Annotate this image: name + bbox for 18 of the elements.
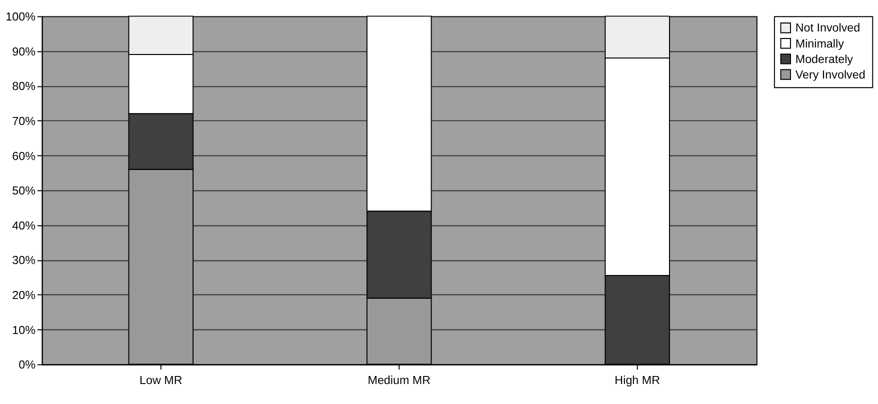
y-tick-label: 50% — [12, 184, 36, 198]
x-tick-label: Low MR — [140, 374, 182, 388]
y-tick-label: 60% — [12, 150, 36, 163]
legend-label: Moderately — [795, 52, 854, 66]
legend-label: Not Involved — [795, 22, 860, 35]
y-tick-label: 30% — [12, 254, 36, 268]
y-tick-label: 100% — [6, 10, 36, 24]
y-tick-label: 70% — [12, 114, 36, 128]
legend-label: Minimally — [795, 37, 844, 50]
y-tick-label: 80% — [12, 80, 36, 94]
y-tick-label: 40% — [12, 219, 36, 232]
y-tick-label: 0% — [18, 358, 36, 372]
y-tick-label: 90% — [12, 45, 36, 58]
y-tick-label: 10% — [12, 324, 36, 337]
legend-label: Very Involved — [795, 68, 866, 82]
x-tick-label: High MR — [614, 374, 660, 388]
y-tick-label: 20% — [12, 289, 36, 302]
x-tick-label: Medium MR — [368, 374, 431, 388]
